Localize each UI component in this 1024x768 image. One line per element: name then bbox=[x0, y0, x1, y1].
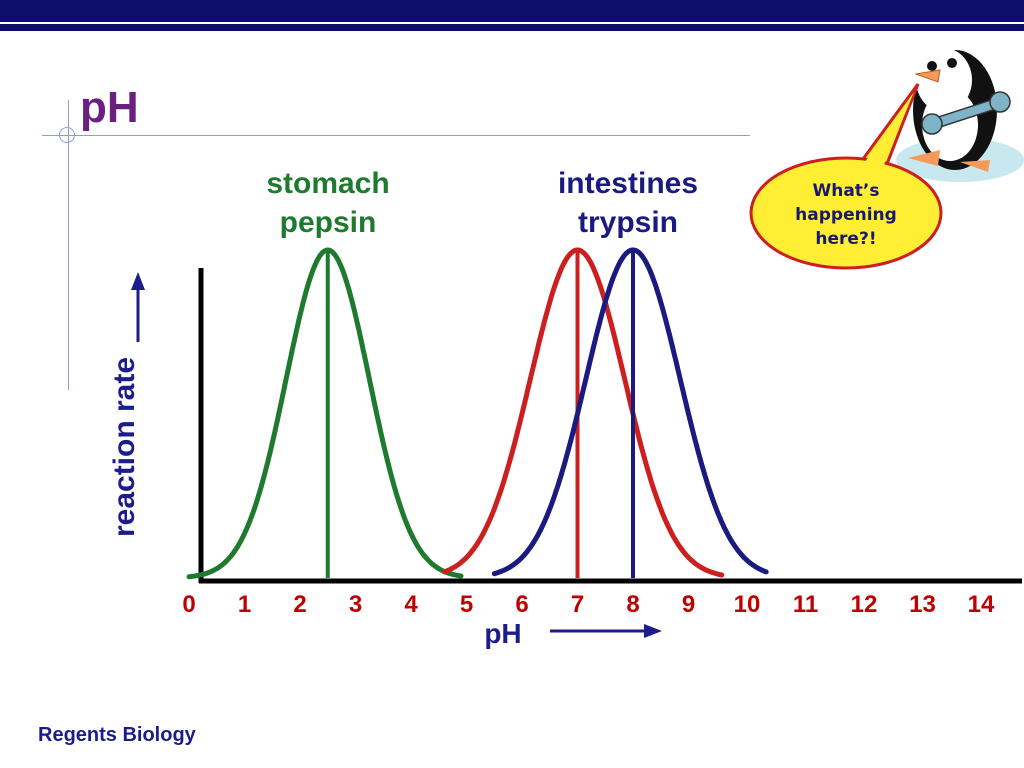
x-tick-label: 10 bbox=[734, 591, 761, 618]
x-tick-label: 14 bbox=[968, 591, 995, 618]
x-tick-label: 0 bbox=[182, 591, 195, 618]
x-tick-label: 7 bbox=[571, 591, 584, 618]
pepsin-label-line-2: pepsin bbox=[280, 206, 377, 239]
x-axis-label: pH bbox=[484, 618, 521, 649]
arrow-right-icon bbox=[550, 624, 662, 638]
callout-line-2: happening bbox=[795, 205, 897, 225]
arrow-up-icon bbox=[131, 272, 145, 342]
x-tick-label: 5 bbox=[460, 591, 473, 618]
side-rule bbox=[68, 100, 69, 390]
x-tick-label: 12 bbox=[851, 591, 878, 618]
top-banner bbox=[0, 0, 1024, 22]
speech-bubble bbox=[749, 83, 943, 270]
x-tick-label: 13 bbox=[909, 591, 936, 618]
x-tick-label: 9 bbox=[682, 591, 695, 618]
trypsin-label-line-1: intestines bbox=[558, 167, 698, 200]
series-curve-2 bbox=[491, 247, 769, 577]
callout-line-1: What’s bbox=[812, 181, 879, 201]
x-tick-label: 4 bbox=[404, 591, 418, 618]
pepsin-label-line-1: stomach bbox=[266, 167, 389, 200]
series-curve-1 bbox=[441, 247, 725, 578]
tick-labels-group: 0 1 2 3 4 5 6 7 8 9 10 11 12 13 14 bbox=[182, 591, 995, 618]
trypsin-label-line-2: trypsin bbox=[578, 206, 678, 239]
title-rule bbox=[42, 135, 750, 136]
x-tick-label: 3 bbox=[349, 591, 362, 618]
slide-title: pH bbox=[80, 83, 139, 132]
top-banner-stripe bbox=[0, 24, 1024, 31]
x-tick-label: 11 bbox=[793, 591, 818, 618]
y-axis-label: reaction rate bbox=[108, 357, 141, 537]
penguin-icon bbox=[896, 48, 1024, 182]
series-curve-0 bbox=[186, 247, 464, 580]
x-tick-label: 6 bbox=[515, 591, 528, 618]
x-tick-label: 2 bbox=[293, 591, 306, 618]
rule-circle bbox=[59, 127, 75, 143]
curves-group bbox=[186, 247, 769, 580]
x-tick-label: 8 bbox=[626, 591, 639, 618]
callout-line-3: here?! bbox=[815, 229, 876, 249]
footer-text: Regents Biology bbox=[38, 724, 196, 746]
x-tick-label: 1 bbox=[238, 591, 251, 618]
wrench-icon bbox=[921, 91, 1011, 135]
